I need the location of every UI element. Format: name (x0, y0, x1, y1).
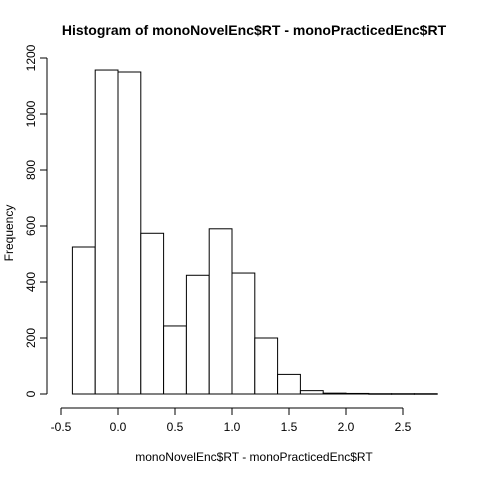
x-tick-label: 0.0 (110, 420, 127, 434)
histogram-bar (299, 390, 324, 395)
y-tick-label: 600 (24, 216, 38, 236)
histogram-bar (254, 337, 279, 395)
x-tick-label: 0.5 (167, 420, 184, 434)
histogram-bar (208, 228, 233, 395)
histogram-bars (71, 69, 438, 395)
histogram-bar (368, 393, 393, 395)
y-tick-label: 200 (24, 328, 38, 348)
x-axis: -0.5 0.0 0.5 1.0 1.5 2.0 2.5 (51, 407, 412, 434)
x-tick-label: 2.0 (338, 420, 355, 434)
y-axis: 0 200 400 600 800 1000 1200 (24, 44, 48, 397)
y-tick-label: 0 (24, 390, 38, 397)
histogram-bar (231, 272, 256, 395)
histogram-bar (163, 325, 187, 395)
chart-title: Histogram of monoNovelEnc$RT - monoPract… (62, 22, 447, 38)
x-tick-label: 1.0 (224, 420, 241, 434)
histogram-bar (94, 69, 119, 395)
x-tick-label: 2.5 (395, 420, 412, 434)
x-tick-label: -0.5 (51, 420, 72, 434)
histogram-bar (277, 373, 301, 395)
y-axis-label: Frequency (2, 205, 16, 262)
histogram-bar (71, 246, 96, 395)
histogram-bar (413, 393, 438, 395)
histogram-bar (117, 71, 142, 395)
y-tick-label: 400 (24, 272, 38, 292)
y-tick-label: 800 (24, 160, 38, 180)
y-tick-label: 1200 (24, 44, 38, 71)
x-tick-label: 1.5 (281, 420, 298, 434)
y-tick-label: 1000 (24, 100, 38, 127)
x-axis-label: monoNovelEnc$RT - monoPracticedEnc$RT (135, 450, 373, 464)
histogram-bar (391, 393, 415, 395)
histogram-bar (322, 392, 347, 395)
histogram-bar (140, 232, 165, 395)
histogram-bar (185, 274, 210, 395)
histogram-bar (345, 392, 370, 395)
